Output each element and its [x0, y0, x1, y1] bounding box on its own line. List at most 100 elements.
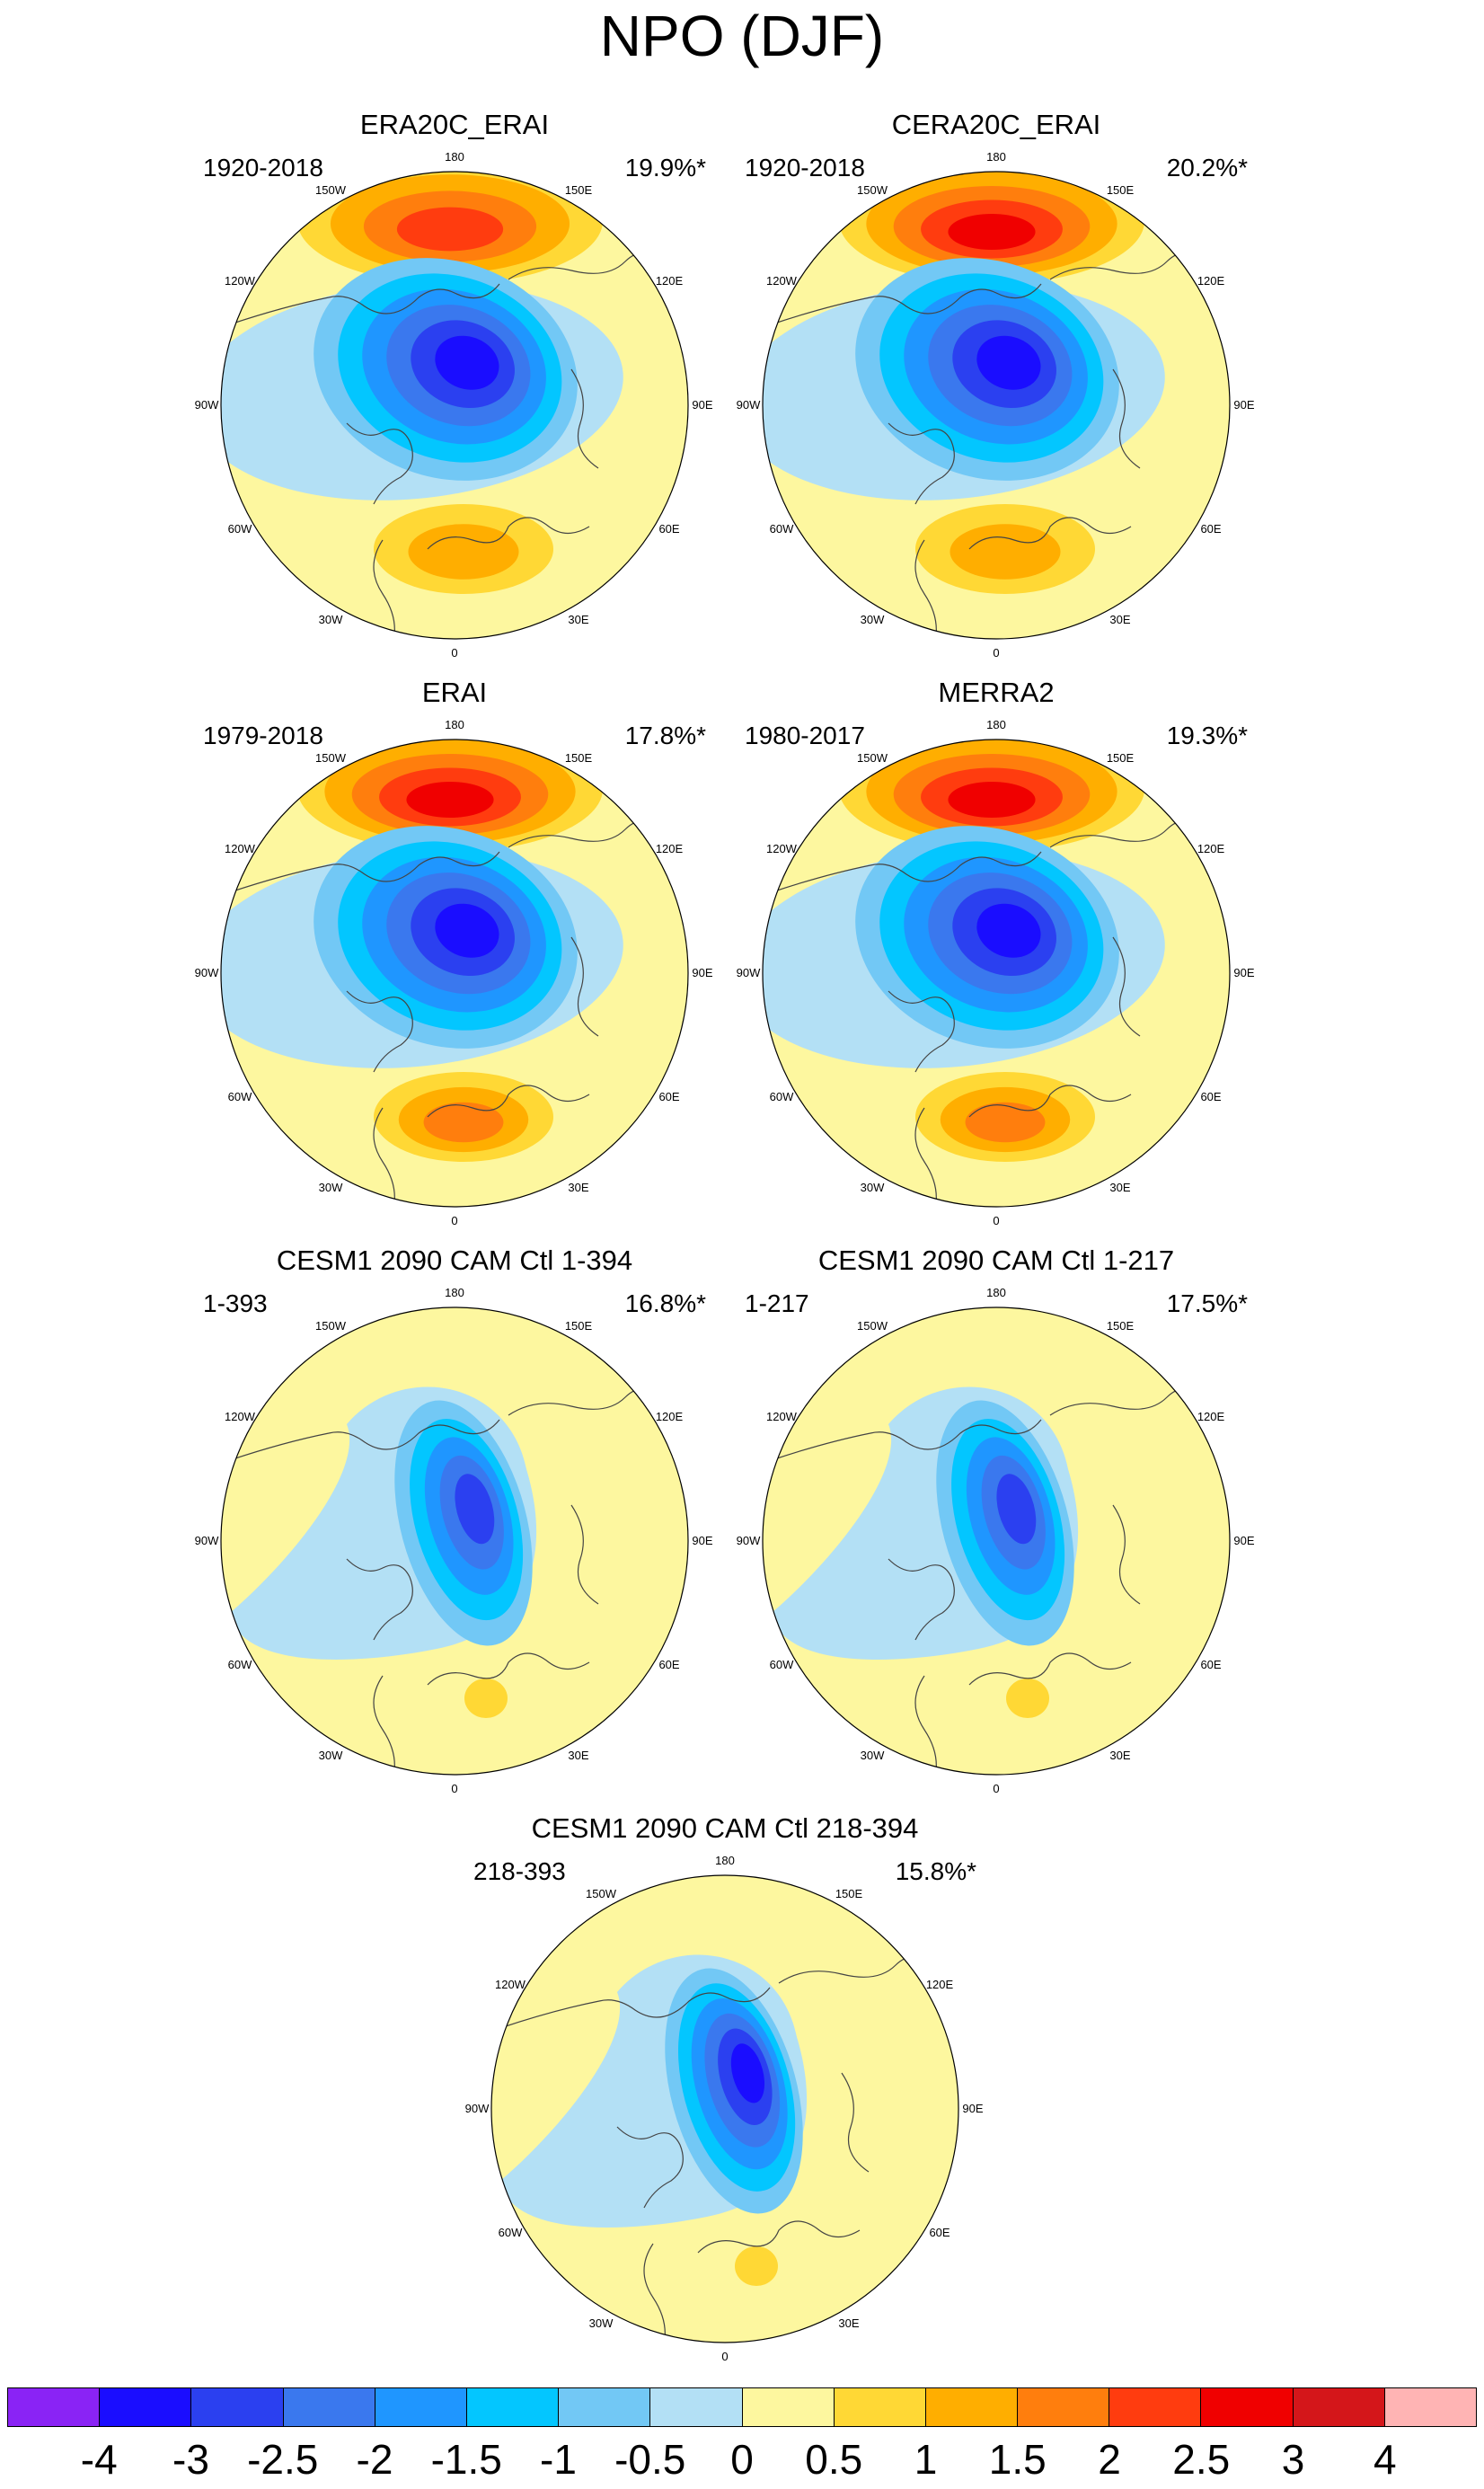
longitude-label: 90E: [1233, 1534, 1254, 1547]
longitude-label: 180: [986, 718, 1006, 731]
longitude-label: 150W: [315, 751, 347, 765]
map-border: [220, 171, 689, 640]
colorbar-tick-label: 2.5: [1172, 2436, 1231, 2483]
panel-period: 218-393: [473, 1857, 566, 1885]
colorbar: [7, 2387, 1477, 2427]
longitude-label: 0: [451, 1214, 457, 1227]
map-border: [220, 1307, 689, 1776]
colorbar-tick-label: -4: [80, 2436, 118, 2483]
colorbar-tick-label: -1.5: [430, 2436, 502, 2483]
longitude-label: 0: [451, 646, 457, 660]
coastlines: [229, 819, 671, 1207]
longitude-label: 60W: [770, 1090, 794, 1103]
polar-map: 180 150E 120E 90E 60E 30E 0 30W 60W 90W 120W 150W: [195, 150, 713, 660]
colorbar-tick-label: 0: [730, 2436, 754, 2483]
colorbar-segment: [650, 2388, 743, 2426]
panel-explained-variance: 17.5%*: [1166, 1289, 1248, 1317]
panel-explained-variance: 19.3%*: [1166, 722, 1248, 749]
panel-explained-variance: 17.8%*: [624, 722, 706, 749]
longitude-label: 0: [993, 646, 999, 660]
polar-map: 180 150E 120E 90E 60E 30E 0 30W 60W 90W 120W 150W: [465, 1854, 984, 2363]
panel-title: ERA20C_ERAI: [359, 109, 550, 140]
pacific-high-anomaly: [839, 740, 1144, 852]
colorbar-tick-label: -2: [356, 2436, 393, 2483]
longitude-label: 90W: [195, 966, 219, 979]
colorbar-segment: [1384, 2388, 1476, 2426]
arctic-low-anomaly-level-5: [435, 903, 499, 958]
longitude-label: 60E: [658, 1658, 679, 1671]
longitude-label: 60W: [499, 2226, 523, 2239]
panel-title: CESM1 2090 CAM Ctl 1-217: [817, 1244, 1175, 1276]
pacific-high-anomaly-level-4: [948, 782, 1036, 818]
atlantic-high-anomaly-level-0: [1006, 1679, 1049, 1718]
map-panel: CERA20C_ERAI 1920-2018 20.2%* 180 150E 120E 90…: [709, 109, 1284, 684]
colorbar-tick-label: 1: [914, 2436, 938, 2483]
panel-title: ERAI: [421, 677, 488, 708]
panel-period: 1980-2017: [745, 722, 865, 749]
longitude-label: 150W: [315, 183, 347, 197]
colorbar-tick-label: 0.5: [805, 2436, 863, 2483]
map-panel: CESM1 2090 CAM Ctl 1-217 1-217 17.5%* 180 15…: [709, 1244, 1284, 1820]
panel-period: 1920-2018: [745, 154, 865, 182]
colorbar-segment: [100, 2388, 192, 2426]
longitude-label: 180: [445, 718, 464, 731]
atlantic-high-anomaly-level-2: [965, 1102, 1046, 1143]
colorbar-segment: [375, 2388, 467, 2426]
longitude-label: 60W: [228, 1090, 252, 1103]
polar-map: 180 150E 120E 90E 60E 30E 0 30W 60W 90W 120W 150W: [195, 718, 713, 1227]
longitude-label: 0: [993, 1214, 999, 1227]
colorbar-segment: [466, 2388, 560, 2426]
polar-map: 180 150E 120E 90E 60E 30E 0 30W 60W 90W 120W 150W: [195, 1286, 713, 1795]
panel-explained-variance: 19.9%*: [624, 154, 706, 182]
map-panel: ERAI 1979-2018 17.8%* 180 150E 120E 90E 60E 30E 0…: [167, 677, 742, 1252]
panel-title: CESM1 2090 CAM Ctl 218-394: [531, 1812, 919, 1844]
colorbar-tick-label: 3: [1281, 2436, 1305, 2483]
colorbar-tick-label: 2: [1098, 2436, 1121, 2483]
map-panel: CESM1 2090 CAM Ctl 218-394 218-393 15.8%* 1…: [437, 1812, 1012, 2387]
arctic-low-anomaly-level-5: [730, 2043, 765, 2104]
longitude-label: 0: [993, 1782, 999, 1795]
longitude-label: 30E: [568, 613, 588, 626]
panel-period: 1-393: [203, 1289, 268, 1317]
longitude-label: 120W: [225, 1410, 256, 1423]
colorbar-segment: [283, 2388, 375, 2426]
longitude-label: 30E: [568, 1749, 588, 1762]
coastlines: [771, 1387, 1213, 1775]
longitude-label: 30E: [1109, 613, 1130, 626]
colorbar-segment: [1293, 2388, 1385, 2426]
longitude-label: 60E: [658, 1090, 679, 1103]
panel-explained-variance: 20.2%*: [1166, 154, 1248, 182]
pacific-high-anomaly: [297, 172, 603, 284]
longitude-label: 150W: [315, 1319, 347, 1333]
figure-title: NPO (DJF): [599, 4, 885, 68]
polar-map: 180 150E 120E 90E 60E 30E 0 30W 60W 90W 120W 150W: [737, 1286, 1255, 1795]
arctic-low-anomaly-level-5: [976, 335, 1041, 390]
pacific-high-anomaly-level-4: [406, 782, 494, 818]
colorbar-segment: [8, 2388, 101, 2426]
arctic-low-anomaly-level-4: [996, 1474, 1037, 1545]
arctic-low-anomaly: [855, 826, 1119, 1049]
arctic-low-anomaly-level-5: [435, 335, 499, 390]
atlantic-high-anomaly: [915, 1072, 1095, 1162]
polar-map: 180 150E 120E 90E 60E 30E 0 30W 60W 90W 120W 150W: [737, 718, 1255, 1227]
atlantic-high-anomaly: [735, 2246, 778, 2286]
arctic-low-anomaly: [855, 258, 1119, 481]
longitude-label: 60E: [929, 2226, 950, 2239]
atlantic-high-anomaly: [464, 1679, 508, 1718]
pacific-high-anomaly: [297, 740, 603, 852]
longitude-label: 30W: [319, 1181, 343, 1194]
atlantic-high-anomaly-level-0: [735, 2246, 778, 2286]
longitude-label: 90E: [692, 398, 712, 412]
colorbar-segment: [925, 2388, 1019, 2426]
longitude-label: 90E: [692, 966, 712, 979]
longitude-label: 30W: [861, 613, 885, 626]
longitude-label: 120E: [1197, 274, 1225, 288]
arctic-low-anomaly-level-4: [455, 1474, 495, 1545]
longitude-label: 120W: [766, 842, 798, 855]
longitude-label: 90W: [737, 398, 761, 412]
atlantic-high-anomaly-level-2: [423, 1102, 504, 1143]
longitude-label: 90W: [737, 1534, 761, 1547]
longitude-label: 60W: [770, 522, 794, 536]
arctic-low-anomaly: [665, 1968, 803, 2214]
coastlines: [771, 252, 1213, 639]
